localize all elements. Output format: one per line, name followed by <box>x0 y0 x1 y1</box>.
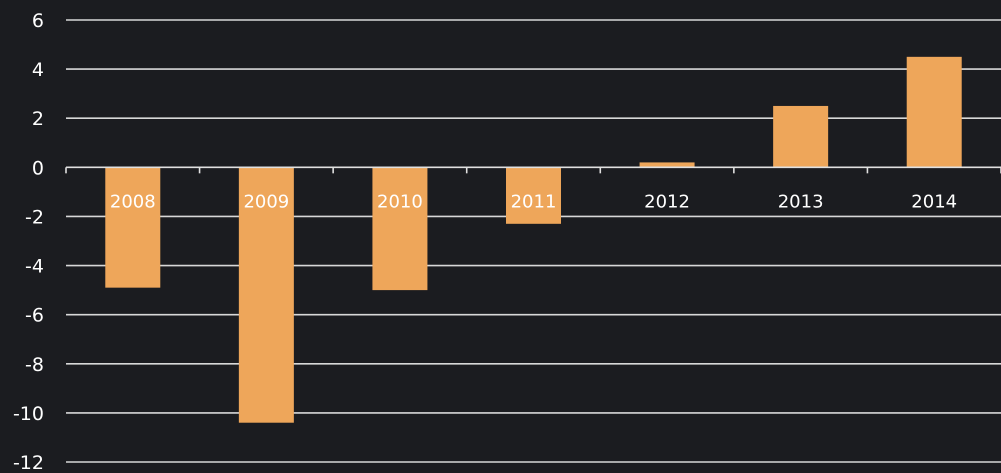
category-label: 2014 <box>911 191 957 212</box>
y-tick-label: -10 <box>13 403 44 425</box>
category-label: 2013 <box>778 191 824 212</box>
y-tick-label: -6 <box>25 305 44 327</box>
y-tick-label: 6 <box>32 10 44 32</box>
y-tick-label: 4 <box>32 59 44 81</box>
x-axis-category-labels: 2008 2009 2010 2011 2012 2013 2014 <box>110 191 957 212</box>
y-tick-label: -4 <box>25 256 44 278</box>
bars <box>105 56 962 423</box>
y-axis-tick-labels: 6 4 2 0 -2 -4 -6 -8 -10 -12 <box>13 10 44 473</box>
category-label: 2008 <box>110 191 156 212</box>
y-tick-label: 2 <box>32 108 44 130</box>
y-tick-label: -2 <box>25 206 44 228</box>
bar-2010 <box>372 167 428 291</box>
x-axis <box>65 166 1001 174</box>
category-label: 2010 <box>377 191 423 212</box>
grid-lines <box>66 19 1001 463</box>
y-tick-label: -8 <box>25 354 44 376</box>
category-label: 2012 <box>644 191 690 212</box>
category-label: 2011 <box>511 191 557 212</box>
y-tick-label: -12 <box>13 452 44 473</box>
bar-2008 <box>105 167 161 288</box>
bar-2011 <box>506 167 561 224</box>
bar-2009 <box>238 167 294 423</box>
bar-2014 <box>906 56 962 168</box>
y-tick-label: 0 <box>32 157 44 179</box>
bar-2013 <box>773 105 829 168</box>
category-label: 2009 <box>243 191 289 212</box>
bar-2012 <box>639 162 695 168</box>
